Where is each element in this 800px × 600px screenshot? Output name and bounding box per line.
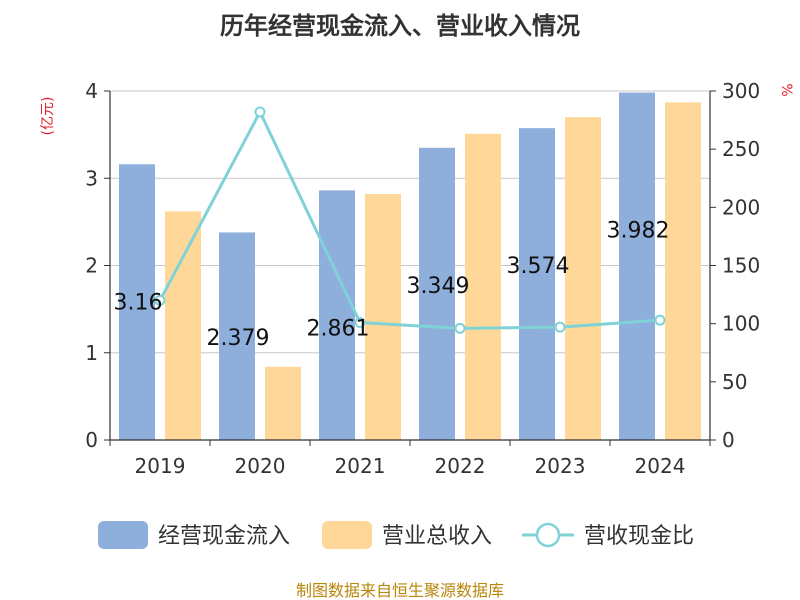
- legend-swatch-revenue: [322, 521, 372, 549]
- left-tick-label: 3: [85, 166, 98, 190]
- x-tick-label: 2022: [435, 454, 486, 478]
- revenue-bar: [265, 366, 301, 440]
- ratio-point: [454, 322, 466, 334]
- ratio-point: [254, 106, 266, 118]
- data-labels: 3.16 2.379 2.861 3.349 3.574 3.982: [114, 219, 670, 351]
- cash-inflow-data-label: 3.982: [607, 219, 670, 244]
- cash-inflow-bar: [319, 190, 355, 440]
- right-tick-label: 300: [722, 79, 760, 103]
- legend-label-revenue: 营业总收入: [382, 524, 492, 549]
- legend-label-ratio: 营收现金比: [584, 524, 694, 549]
- cash-inflow-data-label: 3.574: [507, 254, 570, 279]
- ratio-point: [554, 321, 566, 333]
- bars: [119, 92, 701, 441]
- right-tick-label: 250: [722, 137, 760, 161]
- ratio-point: [654, 314, 666, 326]
- left-tick-label: 2: [85, 254, 98, 278]
- ratio-line-path: [158, 108, 661, 330]
- x-tick-label: 2019: [135, 454, 186, 478]
- x-tick-label: 2024: [635, 454, 686, 478]
- x-tick-label: 2020: [235, 454, 286, 478]
- legend: 经营现金流入 营业总收入 营收现金比: [98, 521, 694, 549]
- revenue-bar: [165, 211, 201, 440]
- left-tick-label: 1: [85, 341, 98, 365]
- right-tick-label: 200: [722, 195, 760, 219]
- revenue-bar: [365, 193, 401, 440]
- cash-inflow-data-label: 3.16: [114, 290, 163, 315]
- cash-inflow-data-label: 2.861: [307, 316, 370, 341]
- cash-inflow-bar: [219, 232, 255, 440]
- cash-inflow-data-label: 2.379: [207, 326, 270, 351]
- right-tick-label: 0: [722, 428, 735, 452]
- right-axis-label: %: [778, 83, 794, 96]
- x-tick-label: 2023: [535, 454, 586, 478]
- legend-swatch-cash-inflow: [98, 521, 148, 549]
- legend-label-cash-inflow: 经营现金流入: [158, 524, 290, 549]
- left-tick-label: 4: [85, 79, 98, 103]
- cash-inflow-bar: [619, 92, 655, 441]
- cash-inflow-data-label: 3.349: [407, 274, 470, 299]
- revenue-bar: [665, 102, 701, 440]
- legend-swatch-ratio-marker: [535, 522, 561, 548]
- right-tick-label: 150: [722, 254, 760, 278]
- ratio-line: [154, 106, 666, 334]
- revenue-bar: [465, 133, 501, 440]
- chart-title: 历年经营现金流入、营业收入情况: [220, 12, 580, 40]
- left-tick-label: 0: [85, 428, 98, 452]
- source-note: 制图数据来自恒生聚源数据库: [296, 581, 504, 600]
- revenue-bar: [565, 117, 601, 441]
- axes: 0 1 2 3 4 0 50 100 150 200 250 300 2019 2020 2021 2022 2…: [85, 79, 760, 478]
- ratio-point: [354, 317, 366, 329]
- right-tick-label: 50: [722, 370, 747, 394]
- left-axis-label: (亿元): [40, 97, 56, 136]
- cash-inflow-bar: [119, 164, 155, 441]
- right-tick-label: 100: [722, 312, 760, 336]
- cash-inflow-bar: [519, 128, 555, 440]
- cash-inflow-bar: [419, 147, 455, 440]
- ratio-point: [154, 294, 166, 306]
- x-tick-label: 2021: [335, 454, 386, 478]
